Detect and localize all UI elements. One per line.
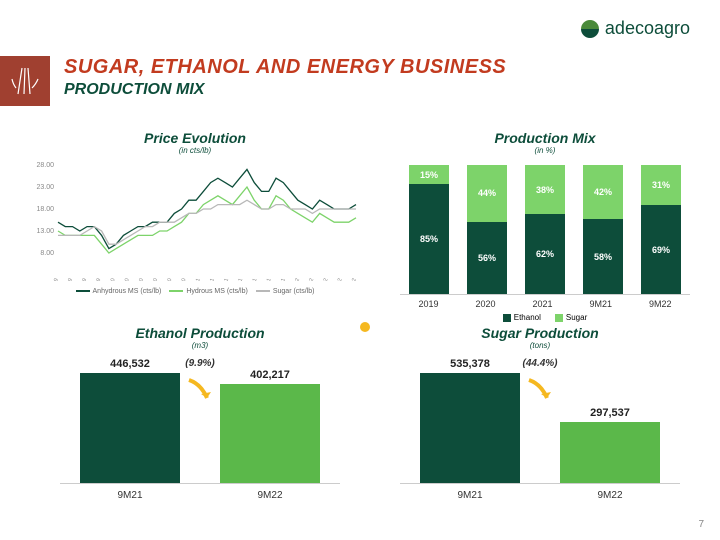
price-line-svg: 8.00 13.00 18.00 23.00 28.00 03/07/201930/08/… <box>30 161 360 281</box>
chart-title: Ethanol Production <box>60 325 340 341</box>
accent-dot <box>360 322 370 332</box>
chart-title: Sugar Production <box>400 325 680 341</box>
svg-text:08/04/2022: 08/04/2022 <box>300 278 315 281</box>
legend-item: Anhydrous MS (cts/lb) <box>76 288 162 295</box>
bar-category: 9M22 <box>597 490 622 501</box>
mix-bar: 44% 56% <box>467 165 507 294</box>
svg-text:30/08/2019: 30/08/2019 <box>59 278 74 281</box>
price-evolution-chart: Price Evolution (in cts/lb) 8.00 13.00 18.… <box>30 130 360 295</box>
chart-unit: (tons) <box>400 341 680 350</box>
svg-text:23/09/2022: 23/09/2022 <box>343 278 358 281</box>
svg-text:25/10/2019: 25/10/2019 <box>73 278 88 281</box>
mix-bar: 38% 62% <box>525 165 565 294</box>
chart-title: Production Mix <box>400 130 690 146</box>
mix-legend: Ethanol Sugar <box>400 313 690 322</box>
svg-text:03/06/2022: 03/06/2022 <box>314 278 329 281</box>
mix-category: 2019 <box>418 299 438 309</box>
bar: 446,532 <box>80 354 180 483</box>
svg-text:29/07/2022: 29/07/2022 <box>329 278 344 281</box>
main-title: SUGAR, ETHANOL AND ENERGY BUSINESS <box>64 56 506 79</box>
svg-text:25/09/2020: 25/09/2020 <box>158 278 173 281</box>
sugar-bars: (44.4%) 535,378 297,537 <box>400 354 680 484</box>
chart-title: Price Evolution <box>30 130 360 146</box>
legend-item: Hydrous MS (cts/lb) <box>169 288 247 295</box>
mix-bar: 31% 69% <box>641 165 681 294</box>
legend-item: Ethanol <box>503 313 541 322</box>
brand-name: adecoagro <box>605 18 690 39</box>
chart-unit: (in %) <box>400 146 690 155</box>
svg-text:01/07/2021: 01/07/2021 <box>229 278 244 281</box>
mix-bar: 42% 58% <box>583 165 623 294</box>
svg-text:15/01/2021: 15/01/2021 <box>187 278 202 281</box>
bar-value: 535,378 <box>450 358 490 370</box>
svg-text:23.00: 23.00 <box>36 184 54 191</box>
svg-text:31/07/2020: 31/07/2020 <box>144 278 159 281</box>
legend-item: Sugar <box>555 313 587 322</box>
mix-bar: 15% 85% <box>409 165 449 294</box>
bar-value: 446,532 <box>110 358 150 370</box>
page-number: 7 <box>698 519 704 530</box>
mix-categories: 2019 2020 2021 9M21 9M22 <box>400 299 690 309</box>
svg-text:18.00: 18.00 <box>36 206 54 213</box>
svg-text:11/02/2022: 11/02/2022 <box>286 278 301 281</box>
svg-text:07/05/2021: 07/05/2021 <box>215 278 230 281</box>
bar-category: 9M21 <box>457 490 482 501</box>
svg-text:20/12/2019: 20/12/2019 <box>87 278 102 281</box>
svg-text:03/07/2019: 03/07/2019 <box>45 278 60 281</box>
sugar-categories: 9M21 9M22 <box>400 490 680 501</box>
svg-text:27/08/2021: 27/08/2021 <box>243 278 258 281</box>
svg-text:11/03/2021: 11/03/2021 <box>201 278 216 281</box>
title-block: SUGAR, ETHANOL AND ENERGY BUSINESS PRODU… <box>0 56 506 106</box>
chart-unit: (m3) <box>60 341 340 350</box>
sugar-production-chart: Sugar Production (tons) (44.4%) 535,378 … <box>400 325 680 501</box>
ethanol-categories: 9M21 9M22 <box>60 490 340 501</box>
mix-category: 9M21 <box>589 299 612 309</box>
svg-text:14/02/2020: 14/02/2020 <box>102 278 117 281</box>
sub-title: PRODUCTION MIX <box>64 81 506 99</box>
bar-value: 297,537 <box>590 407 630 419</box>
down-arrow-icon <box>183 376 217 406</box>
production-mix-chart: Production Mix (in %) 15% 85% 44% 56% 38… <box>400 130 690 322</box>
chart-unit: (in cts/lb) <box>30 146 360 155</box>
svg-text:05/06/2020: 05/06/2020 <box>130 278 145 281</box>
svg-text:20/11/2020: 20/11/2020 <box>173 278 188 281</box>
bar: 297,537 <box>560 354 660 483</box>
svg-text:8.00: 8.00 <box>40 250 54 257</box>
bar: 402,217 <box>220 354 320 483</box>
svg-text:09/04/2020: 09/04/2020 <box>116 278 131 281</box>
legend-item: Sugar (cts/lb) <box>256 288 315 295</box>
svg-text:17/12/2021: 17/12/2021 <box>272 278 287 281</box>
ethanol-delta: (9.9%) <box>185 358 214 369</box>
bar-value: 402,217 <box>250 369 290 381</box>
bar-category: 9M21 <box>117 490 142 501</box>
down-arrow-icon <box>523 376 557 406</box>
ethanol-bars: (9.9%) 446,532 402,217 <box>60 354 340 484</box>
sugar-delta: (44.4%) <box>522 358 557 369</box>
sugarcane-icon <box>0 56 50 106</box>
mix-bars: 15% 85% 44% 56% 38% 62% 42% 58% 31% 69% <box>400 165 690 295</box>
mix-category: 2021 <box>532 299 552 309</box>
logo-icon <box>581 20 599 38</box>
brand-logo: adecoagro <box>581 18 690 39</box>
mix-category: 9M22 <box>649 299 672 309</box>
ethanol-production-chart: Ethanol Production (m3) (9.9%) 446,532 4… <box>60 325 340 501</box>
mix-category: 2020 <box>475 299 495 309</box>
svg-text:22/10/2021: 22/10/2021 <box>258 278 273 281</box>
svg-text:28.00: 28.00 <box>36 162 54 169</box>
bar-category: 9M22 <box>257 490 282 501</box>
bar: 535,378 <box>420 354 520 483</box>
svg-text:13.00: 13.00 <box>36 228 54 235</box>
price-legend: Anhydrous MS (cts/lb) Hydrous MS (cts/lb)… <box>30 288 360 295</box>
